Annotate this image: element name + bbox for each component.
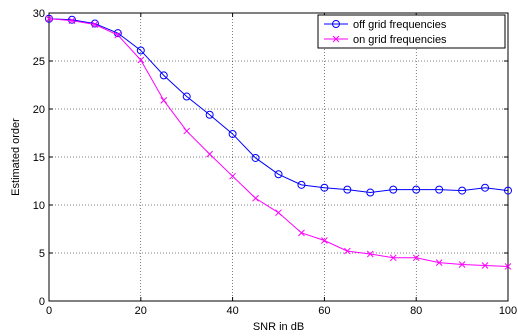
data-point — [137, 56, 145, 64]
data-point — [136, 46, 145, 55]
data-point — [389, 185, 398, 194]
y-tick-label: 5 — [39, 248, 45, 260]
y-axis-label: Estimated order — [10, 118, 22, 196]
data-point — [321, 237, 328, 244]
data-point — [160, 97, 168, 104]
data-point — [206, 150, 214, 158]
data-point — [251, 153, 260, 162]
legend-item: off grid frequencies — [324, 19, 447, 31]
axis-ticks: 0 20 40 60 80 100 0 5 10 15 20 25 30 — [33, 8, 517, 317]
legend-swatch-marker — [332, 20, 340, 28]
data-point — [275, 209, 282, 217]
data-point — [320, 183, 329, 192]
data-point — [504, 263, 512, 270]
legend-box — [317, 14, 506, 49]
y-tick-label: 10 — [33, 200, 45, 212]
grid-lines — [49, 13, 508, 301]
data-point — [343, 247, 351, 255]
data-point — [412, 254, 420, 262]
data-point — [481, 183, 490, 192]
y-tick-label: 15 — [33, 152, 45, 164]
data-point — [458, 261, 466, 268]
legend-item: on grid frequencies — [324, 34, 447, 46]
y-tick-label: 25 — [33, 56, 45, 68]
series-2 — [45, 15, 512, 270]
data-point — [343, 185, 352, 194]
data-point — [435, 185, 444, 194]
legend-swatch-marker — [332, 35, 340, 43]
x-tick-label: 40 — [226, 305, 238, 317]
data-point — [298, 229, 305, 237]
legend: off grid frequencies on grid frequencies — [317, 14, 506, 49]
data-point — [182, 92, 191, 101]
data-point — [45, 15, 53, 23]
data-point — [481, 262, 489, 269]
x-tick-label: 60 — [318, 305, 330, 317]
data-point — [366, 250, 374, 258]
y-tick-label: 30 — [33, 8, 45, 20]
data-point — [183, 127, 191, 135]
series-line — [48, 18, 509, 194]
legend-label: off grid frequencies — [353, 19, 447, 31]
data-point — [68, 17, 76, 25]
data-point — [504, 186, 512, 195]
y-tick-label: 20 — [33, 104, 45, 116]
data-point — [229, 172, 236, 180]
data-point — [159, 71, 168, 80]
x-tick-label: 100 — [499, 305, 517, 317]
series-group — [45, 14, 512, 270]
data-point — [297, 180, 306, 189]
data-point — [366, 188, 375, 197]
data-point — [389, 254, 397, 262]
data-point — [274, 170, 283, 179]
data-point — [67, 15, 76, 24]
data-point — [458, 186, 467, 195]
data-point — [435, 259, 443, 266]
data-point — [205, 110, 214, 119]
data-point — [252, 194, 259, 202]
data-point — [114, 31, 122, 39]
legend-label: on grid frequencies — [353, 34, 447, 46]
y-tick-label: 0 — [39, 296, 45, 308]
data-point — [91, 21, 99, 28]
data-point — [228, 129, 237, 138]
x-tick-label: 20 — [135, 305, 147, 317]
x-tick-label: 0 — [46, 305, 52, 317]
x-tick-label: 80 — [410, 305, 422, 317]
data-point — [412, 185, 421, 194]
x-axis-label: SNR in dB — [253, 321, 304, 333]
